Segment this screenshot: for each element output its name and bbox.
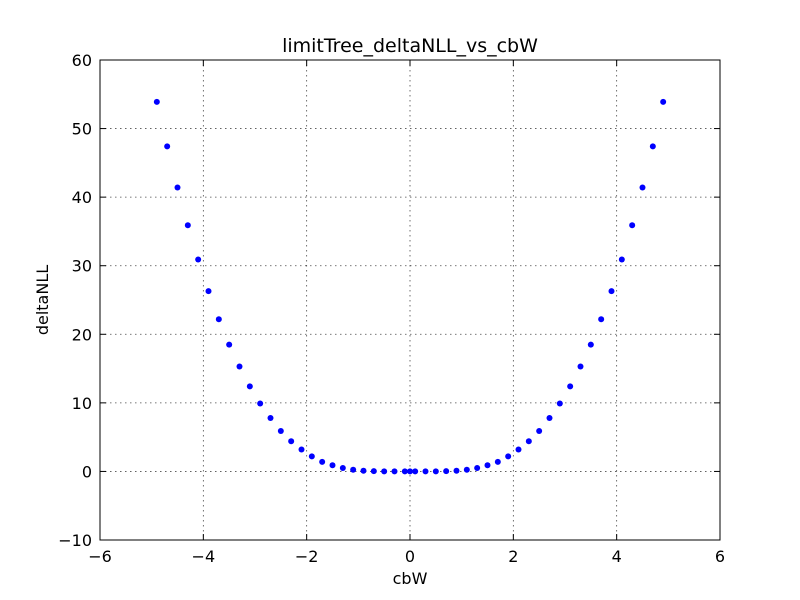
data-point [515,446,522,453]
data-point [432,468,439,475]
chart-title: limitTree_deltaNLL_vs_cbW [282,35,538,57]
data-point [443,468,450,475]
data-point [350,466,357,473]
x-tick-label: 6 [715,547,725,566]
data-point [407,468,413,475]
data-point [474,465,481,471]
data-point [381,468,388,475]
data-point [618,256,625,263]
data-point [339,465,346,471]
y-tick-labels: −10 0 10 20 30 40 50 60 [58,51,92,550]
y-tick-label: 40 [72,188,92,207]
data-point [288,438,295,445]
data-point [236,363,243,370]
grid-lines [100,60,720,540]
y-tick-label: 30 [72,257,92,276]
data-point [577,363,584,370]
data-point [598,316,605,323]
data-point [153,98,160,105]
data-point [494,458,501,465]
x-axis-label: cbW [393,569,428,588]
data-point [401,468,408,475]
data-point [536,427,543,434]
data-point [298,446,305,453]
data-point [546,414,553,421]
y-tick-label: 20 [72,325,92,344]
y-tick-label: 60 [72,51,92,70]
data-point [205,288,212,295]
data-point [639,184,646,191]
data-point [453,467,460,474]
data-point [556,400,563,407]
data-point [505,453,512,460]
axis-ticks [99,59,721,541]
data-point [360,467,367,474]
data-point [525,438,532,445]
data-point [329,462,336,469]
data-point [422,468,429,475]
data-point [164,143,171,150]
x-tick-label: 2 [508,547,518,566]
y-tick-label: 50 [72,120,92,139]
data-point [257,400,264,407]
data-point [587,341,594,348]
data-point [215,316,222,323]
data-point [608,288,615,295]
data-point [277,427,284,434]
x-tick-label: 0 [405,547,415,566]
data-point [412,468,419,475]
data-point [660,98,667,105]
data-point [649,143,656,150]
data-point [391,468,398,475]
data-point [629,222,636,229]
data-point [184,222,191,229]
data-point [319,458,326,465]
data-point [484,462,491,469]
x-tick-label: 4 [612,547,622,566]
data-point [370,468,377,475]
y-tick-label: 0 [82,462,92,481]
data-point [567,383,574,390]
x-tick-label: −4 [192,547,216,566]
x-tick-labels: −6 −4 −2 0 2 4 6 [88,547,725,566]
data-point [246,383,253,390]
data-point [463,466,470,473]
y-tick-label: −10 [58,531,92,550]
data-point [174,184,181,191]
data-points [153,98,667,475]
x-tick-label: −2 [295,547,319,566]
y-tick-label: 10 [72,394,92,413]
x-tick-label: −6 [88,547,112,566]
data-point [308,453,315,460]
data-point [226,341,233,348]
y-axis-label: deltaNLL [33,265,52,335]
data-point [267,414,274,421]
data-point [195,256,202,263]
